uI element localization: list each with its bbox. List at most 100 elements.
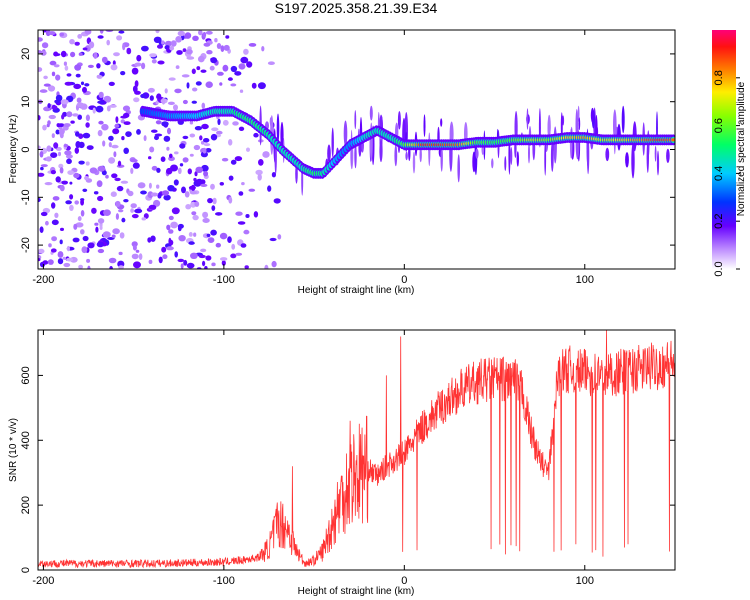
spectrogram-cell [192,35,199,41]
spectrogram-cell [80,210,85,217]
spectrogram-cell [53,64,60,68]
spectrogram-cell [82,47,88,51]
spectrogram-cell [72,237,80,243]
spectrogram-cell [182,99,188,105]
spectrogram-cell [257,82,266,90]
spectrogram-cell [44,182,53,186]
spectrogram-cell [156,184,160,189]
spectrogram-cell [246,147,250,152]
spectrogram-cell [46,145,52,152]
spectrogram-cell [94,222,99,226]
spectrogram-cell [98,120,104,125]
spectrogram-cell [126,47,132,55]
spectrogram-cell [97,195,104,202]
spectrogram-cell [55,74,61,81]
spectrogram-cell [223,44,230,51]
spectrogram-cell [51,236,57,242]
spectrogram-cell [50,170,57,175]
spectrogram-cell [60,50,67,58]
spectrogram-cell [163,135,171,142]
spectrogram-cell [48,31,56,36]
spectrogram-cell [120,180,129,184]
spectrogram-cell [227,77,233,81]
spectrogram-cell [222,119,229,126]
spectrogram-cell [205,30,213,35]
spectrogram-cell [93,191,99,195]
spectrogram-cell [61,114,65,120]
spectrogram-cell [170,221,179,229]
spectrogram-cell [183,259,188,266]
spectrogram-cell [151,59,157,64]
spectrogram-cell [188,185,196,190]
spectrogram-cell [61,180,68,185]
spectrogram-cell [191,100,197,104]
spectrogram-cell [192,214,199,221]
spectrogram-cell [192,87,198,92]
spectrogram-cell [82,235,89,242]
spectrogram-cell [43,83,51,87]
spectrogram-cell [149,146,155,153]
spectrogram-cell [52,196,60,201]
spectrogram-cell [560,112,563,140]
spectrogram-cell [354,142,357,169]
spectrogram-cell [80,81,85,86]
spectrogram-cell [276,113,280,143]
snr-y-tick-label: 0 [20,567,32,573]
spectrogram-cell [202,218,210,223]
spectrogram-cell [241,182,245,186]
spectrogram-cell [210,57,215,62]
spectrogram-cell [161,190,170,196]
spectrogram-cell [237,221,246,225]
spectrogram-cell [141,45,149,52]
spectrogram-cell [151,129,158,133]
spectrogram-cell [112,228,120,235]
spectrogram-cell [177,30,185,37]
spectrogram-cell [189,190,197,195]
snr-y-ticks: 0 200 400 600 [20,366,675,573]
spectrogram-cell [131,253,139,260]
spectrogram-cell [134,208,143,214]
spectrogram-cell [96,74,101,78]
spectrogram-cell [97,248,105,254]
spectrogram-cell [135,249,140,253]
spectrogram-cell [118,251,123,256]
spectrogram-cell [271,260,277,268]
spectrogram-cell [87,242,95,249]
spectrogram-cell [217,71,224,76]
spectrogram-cell [60,99,69,105]
spectrogram-cell [475,148,479,159]
spectrogram-cell [440,118,443,127]
spectrogram-cell [78,52,83,56]
spectrogram-cell [211,127,219,132]
spectrogram-cell [225,35,230,39]
spectrogram-cell [175,36,182,43]
spectrogram-cell [195,81,202,86]
spectrogram-cell [88,41,95,49]
spectrogram-cell [547,114,551,138]
spectrogram-cell [103,209,111,216]
spectrogram-cell [75,141,81,148]
spectrogram-cell [56,123,61,128]
spectrogram-cell [66,111,73,118]
spectrogram-cell [231,243,236,250]
spectrogram-cell [130,208,135,213]
spectrogram-cell [73,223,78,230]
spectrogram-cell [77,114,82,120]
spectrogram-cell [202,260,206,267]
spectrogram-cell [379,138,383,163]
spectrogram-cell [134,90,141,95]
spectrogram-cell [143,213,149,219]
spectrogram-cell [38,172,45,177]
spectrogram-cell [155,120,162,125]
spectrogram-cell [203,170,209,177]
spectrogram-cell [186,49,193,55]
spectrogram-cell [405,151,408,161]
spectrogram-cell [215,212,223,216]
spectrogram-cell [120,119,126,124]
spectrogram-cell [165,40,172,47]
snr-y-label: SNR (10 * v/v) [8,418,19,482]
spectrogram-cell [327,144,331,163]
spectrogram-cell [156,167,161,173]
spectrogram-x-tick-label: -100 [213,274,235,286]
